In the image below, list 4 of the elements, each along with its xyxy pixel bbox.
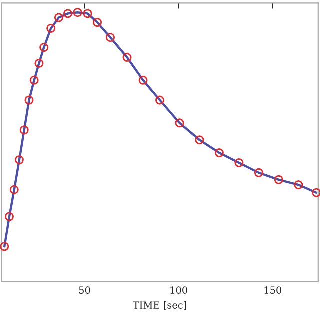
x-axis-title: TIME [sec] xyxy=(132,301,186,310)
x-tick-label: 50 xyxy=(79,286,90,294)
x-tick-label: 100 xyxy=(170,286,188,294)
x-tick-label: 150 xyxy=(264,286,282,294)
